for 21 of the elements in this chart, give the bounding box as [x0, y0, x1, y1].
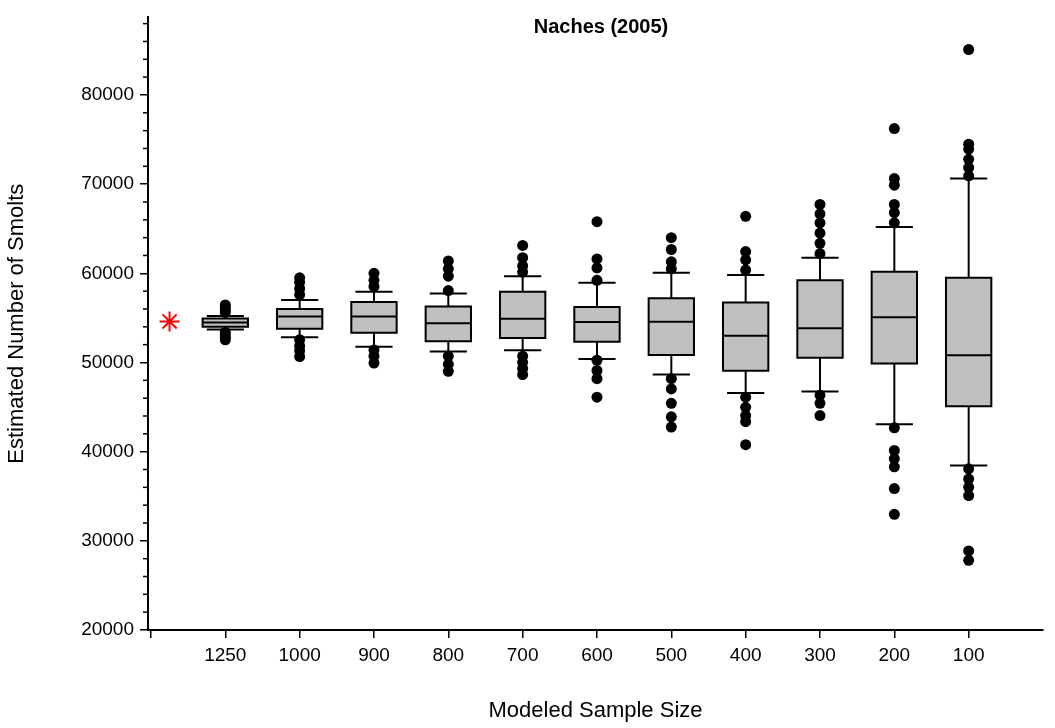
x-tick-label: 900 — [358, 643, 390, 665]
y-tick-label: 80000 — [81, 83, 134, 105]
x-tick-label: 1000 — [278, 643, 321, 665]
y-tick-label: 50000 — [81, 350, 134, 372]
y-tick-label: 30000 — [81, 529, 134, 551]
x-tick-label: 800 — [432, 643, 465, 665]
x-tick-label: 700 — [506, 643, 539, 665]
y-tick-label: 60000 — [81, 261, 134, 283]
x-tick-label: 100 — [952, 643, 985, 665]
x-tick-label: 1250 — [204, 643, 247, 665]
x-tick-label: 400 — [729, 643, 762, 665]
x-tick-label: 300 — [804, 643, 836, 665]
y-tick-label: 70000 — [81, 172, 134, 194]
chart-title: Naches (2005) — [533, 14, 669, 37]
x-axis-title: Modeled Sample Size — [488, 696, 703, 722]
y-axis-title: Estimated Number of Smolts — [3, 183, 29, 464]
x-tick-label: 200 — [878, 643, 911, 665]
x-tick-label: 500 — [655, 643, 688, 665]
x-tick-label: 600 — [581, 643, 613, 665]
y-tick-label: 20000 — [81, 618, 134, 640]
y-tick-label: 40000 — [81, 439, 134, 461]
